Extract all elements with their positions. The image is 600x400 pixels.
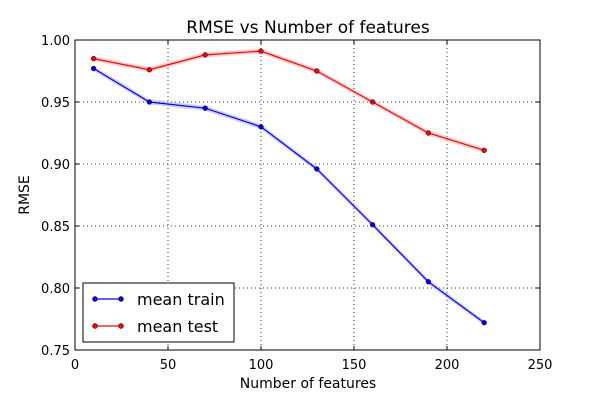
- test-data-point: [258, 48, 264, 54]
- train-data-point: [90, 65, 97, 72]
- test-data-point: [146, 67, 153, 73]
- line-layer: [93, 50, 485, 324]
- x-tick-label: 0: [71, 358, 79, 373]
- legend-train-marker-right: [118, 296, 124, 302]
- train-data-point: [146, 99, 153, 105]
- y-tick-label: 0.75: [41, 344, 70, 359]
- test-data-point: [314, 68, 320, 74]
- test-data-point: [481, 147, 487, 154]
- train-data-point: [369, 222, 376, 228]
- y-tick-label: 0.95: [41, 96, 70, 111]
- x-tick-label: 150: [342, 358, 367, 373]
- legend-train-label: mean train: [137, 290, 225, 309]
- legend-test-marker-right: [118, 323, 124, 329]
- legend-train-marker-left: [92, 296, 98, 302]
- test-series-line: [93, 50, 485, 151]
- plot-frame: [74, 39, 541, 351]
- x-axis-label: Number of features: [240, 376, 376, 392]
- legend-test-marker-left: [92, 323, 98, 329]
- test-data-point: [202, 52, 208, 58]
- chart-title: RMSE vs Number of features: [186, 18, 430, 38]
- train-data-point: [314, 166, 320, 172]
- legend-frame: [82, 282, 235, 343]
- y-tick-label: 0.90: [41, 158, 70, 173]
- x-tick-label: 250: [528, 358, 553, 373]
- test-data-point: [369, 99, 376, 105]
- y-axis-label: RMSE: [17, 175, 33, 215]
- train-data-point: [258, 124, 264, 130]
- test-data-point: [90, 55, 97, 62]
- point-layer: [90, 48, 487, 326]
- legend: mean train mean test: [82, 282, 235, 343]
- x-tick-label: 200: [435, 358, 460, 373]
- y-tick-label: 0.80: [41, 282, 70, 297]
- y-tick-label: 0.85: [41, 220, 70, 235]
- train-data-point: [481, 320, 487, 326]
- y-tick-label: 1.00: [41, 34, 70, 49]
- train-data-point: [202, 105, 208, 111]
- x-tick-label: 100: [249, 358, 274, 373]
- train-series-line: [93, 68, 485, 324]
- test-data-point: [425, 130, 432, 136]
- train-data-point: [425, 279, 432, 285]
- tick-layer: 0 50 100 150 200 250 0.75 0.80 0.85 0.90 0.95 1.00: [41, 34, 552, 373]
- x-tick-label: 50: [160, 358, 177, 373]
- legend-test-label: mean test: [137, 317, 218, 336]
